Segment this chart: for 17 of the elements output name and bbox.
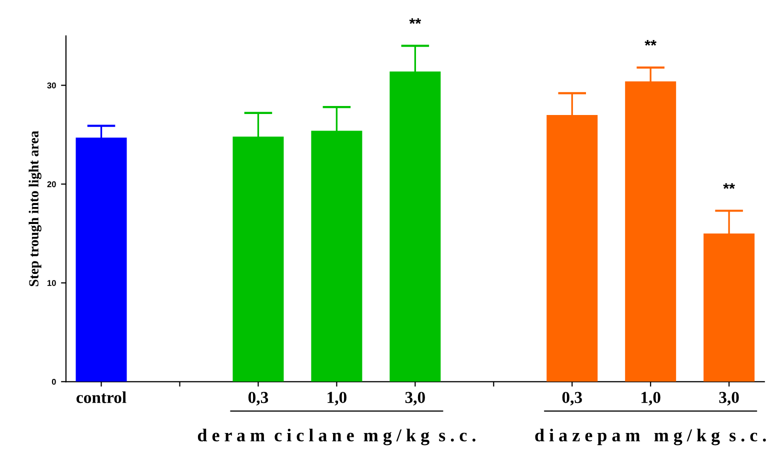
x-tick-label: 0,3 <box>562 392 582 406</box>
x-tick-label: 1,0 <box>641 392 660 406</box>
data-label: ** <box>644 40 657 46</box>
data-label: ** <box>409 18 422 24</box>
data-label: ** <box>723 183 735 189</box>
x-tick-label: 1,0 <box>328 392 346 406</box>
x-tick-label: 3,0 <box>719 392 739 406</box>
text: d i a z e p a m m g / k g s . c . <box>535 428 766 446</box>
text: d e r a m c i c l a n e m g / k g s . c . <box>198 428 476 446</box>
x-tick-label: 0,3 <box>248 392 268 406</box>
y-tick-label: 30 <box>47 82 56 88</box>
y-tick-label: 0 <box>52 378 56 385</box>
y-tick-label: 10 <box>47 280 56 286</box>
y-axis-title: Step trough into light area <box>28 130 42 286</box>
x-tick-label: control <box>76 391 126 404</box>
y-tick-label: 20 <box>47 181 56 188</box>
x-tick-label: 3,0 <box>405 392 425 406</box>
